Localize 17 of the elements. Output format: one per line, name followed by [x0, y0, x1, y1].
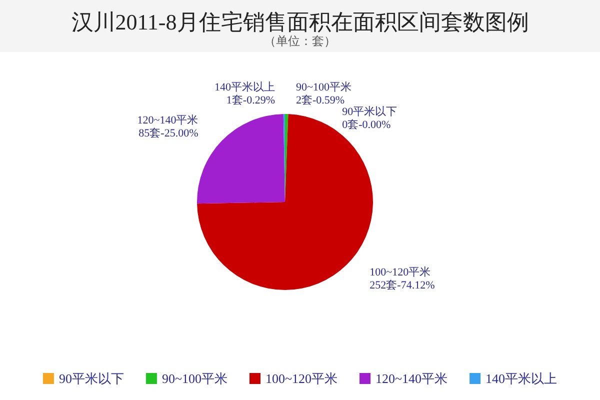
legend-label: 140平米以上: [486, 371, 558, 386]
chart-subtitle: （单位：套）: [264, 34, 336, 48]
category-label: 90平米以下: [342, 106, 398, 118]
text: 0套-0.00%: [342, 118, 391, 131]
data-label: 252套-74.12%: [370, 280, 435, 292]
legend-label: 100~120平米: [265, 371, 338, 386]
slice-label: 140平米以上: [214, 80, 275, 94]
legend-label: 90平米以下: [58, 371, 124, 386]
slice-label: 100~120平米: [370, 266, 431, 279]
legend-label: 120~140平米: [376, 371, 448, 386]
data-label: 85套-25.00%: [138, 128, 198, 140]
chart-title: 汉川2011-8月住宅销售面积在面积区间套数图例: [71, 10, 529, 34]
slice-label: 120~140平米: [137, 114, 198, 127]
data-label: 2套-0.59%: [296, 94, 345, 107]
legend-label: 90~100平米: [162, 371, 228, 386]
slice-label: 90~100平米: [296, 80, 352, 94]
data-label: 1套-0.29%: [226, 94, 275, 107]
